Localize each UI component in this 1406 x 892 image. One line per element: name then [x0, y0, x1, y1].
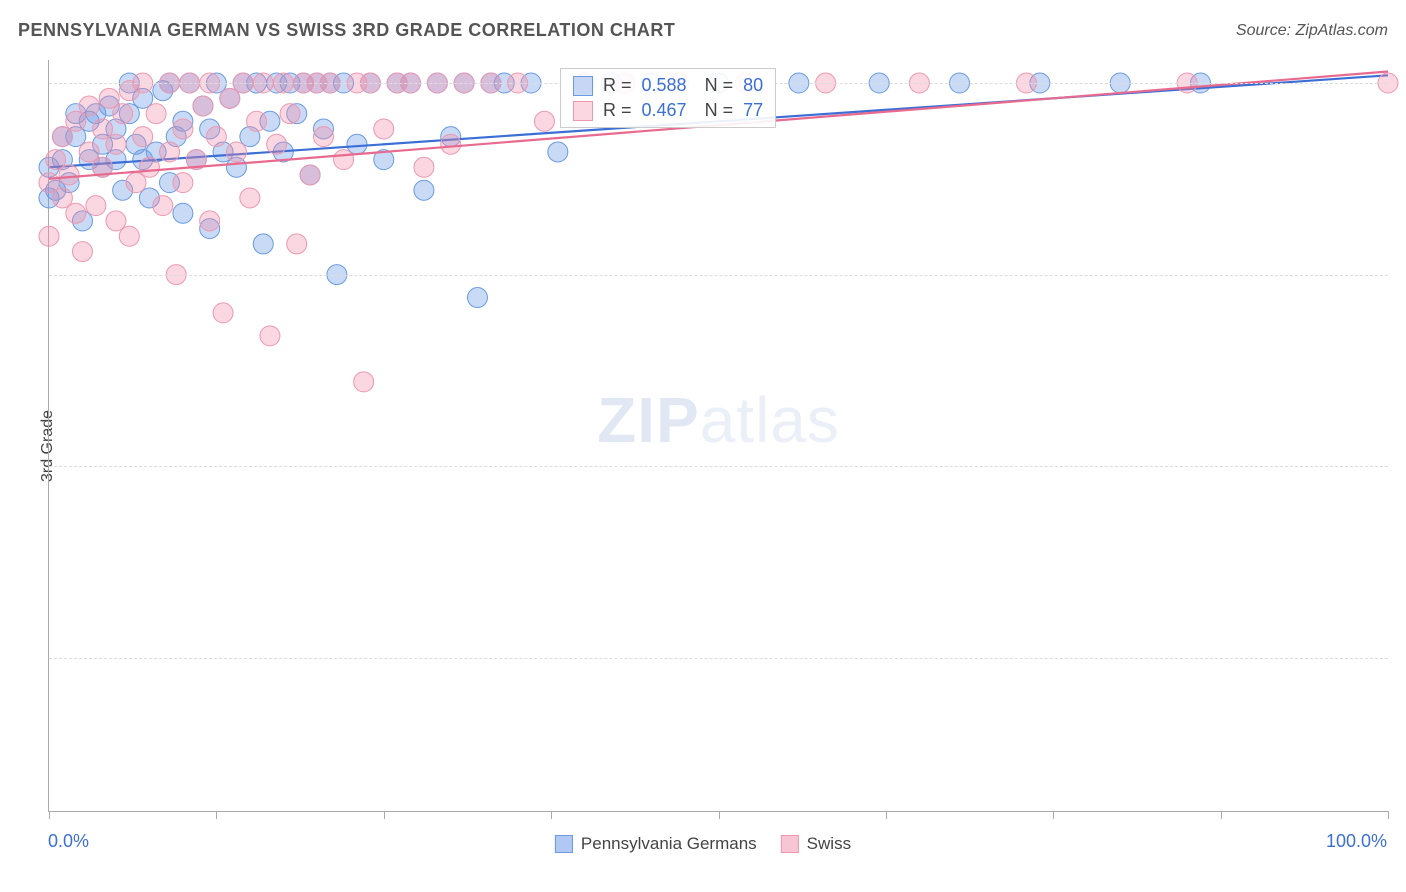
chart-title: PENNSYLVANIA GERMAN VS SWISS 3RD GRADE C…	[18, 20, 675, 41]
correlation-stats-box: R = 0.588 N = 80 R = 0.467 N = 77	[560, 68, 776, 128]
data-point	[86, 196, 106, 216]
data-point	[247, 111, 267, 131]
data-point	[133, 127, 153, 147]
data-point	[200, 211, 220, 231]
data-point	[72, 242, 92, 262]
chart-plot-area: ZIPatlas 100.0%97.5%95.0%92.5%	[48, 60, 1388, 812]
scatter-plot-svg	[49, 60, 1388, 811]
source-value: ZipAtlas.com	[1296, 22, 1388, 39]
source-attribution: Source: ZipAtlas.com	[1236, 22, 1388, 40]
y-tick-label: 92.5%	[1396, 649, 1406, 667]
data-point	[260, 326, 280, 346]
chart-legend: Pennsylvania Germans Swiss	[555, 834, 851, 854]
x-tick	[49, 811, 50, 819]
data-point	[300, 165, 320, 185]
data-point	[113, 104, 133, 124]
data-point	[374, 119, 394, 139]
data-point	[548, 142, 568, 162]
data-point	[39, 226, 59, 246]
chart-header: PENNSYLVANIA GERMAN VS SWISS 3RD GRADE C…	[18, 20, 1388, 41]
data-point	[267, 134, 287, 154]
data-point	[173, 119, 193, 139]
data-point	[414, 180, 434, 200]
x-tick	[1221, 811, 1222, 819]
legend-swatch	[555, 835, 573, 853]
stat-n-value: 80	[743, 75, 763, 96]
series-swatch	[573, 101, 593, 121]
data-point	[253, 234, 273, 254]
data-point	[119, 226, 139, 246]
stat-n-label: N =	[705, 100, 734, 121]
source-label: Source:	[1236, 22, 1296, 39]
data-point	[153, 196, 173, 216]
data-point	[226, 142, 246, 162]
data-point	[287, 234, 307, 254]
gridline	[49, 275, 1388, 276]
data-point	[146, 104, 166, 124]
data-point	[213, 303, 233, 323]
stats-row: R = 0.588 N = 80	[561, 73, 775, 98]
data-point	[79, 96, 99, 116]
series-swatch	[573, 76, 593, 96]
x-axis-label: 0.0%	[48, 831, 89, 852]
x-tick	[1053, 811, 1054, 819]
stat-r-label: R =	[603, 75, 632, 96]
data-point	[139, 157, 159, 177]
legend-item: Pennsylvania Germans	[555, 834, 757, 854]
y-tick-label: 97.5%	[1396, 266, 1406, 284]
data-point	[173, 173, 193, 193]
y-tick-label: 95.0%	[1396, 457, 1406, 475]
x-tick	[886, 811, 887, 819]
data-point	[193, 96, 213, 116]
data-point	[280, 104, 300, 124]
gridline	[49, 466, 1388, 467]
stat-r-label: R =	[603, 100, 632, 121]
data-point	[59, 165, 79, 185]
data-point	[160, 142, 180, 162]
x-axis-label: 100.0%	[1326, 831, 1387, 852]
data-point	[313, 127, 333, 147]
data-point	[206, 127, 226, 147]
x-tick	[216, 811, 217, 819]
data-point	[441, 134, 461, 154]
y-tick-label: 100.0%	[1396, 74, 1406, 92]
legend-item: Swiss	[781, 834, 851, 854]
stats-row: R = 0.467 N = 77	[561, 98, 775, 123]
x-tick	[384, 811, 385, 819]
stat-r-value: 0.467	[642, 100, 687, 121]
stat-r-value: 0.588	[642, 75, 687, 96]
legend-swatch	[781, 835, 799, 853]
legend-label: Swiss	[807, 834, 851, 854]
data-point	[467, 288, 487, 308]
x-tick	[719, 811, 720, 819]
x-tick	[1388, 811, 1389, 819]
data-point	[240, 188, 260, 208]
data-point	[106, 134, 126, 154]
data-point	[334, 150, 354, 170]
x-tick	[551, 811, 552, 819]
gridline	[49, 658, 1388, 659]
stat-n-label: N =	[705, 75, 734, 96]
data-point	[414, 157, 434, 177]
data-point	[534, 111, 554, 131]
data-point	[173, 203, 193, 223]
legend-label: Pennsylvania Germans	[581, 834, 757, 854]
stat-n-value: 77	[743, 100, 763, 121]
data-point	[354, 372, 374, 392]
data-point	[66, 203, 86, 223]
